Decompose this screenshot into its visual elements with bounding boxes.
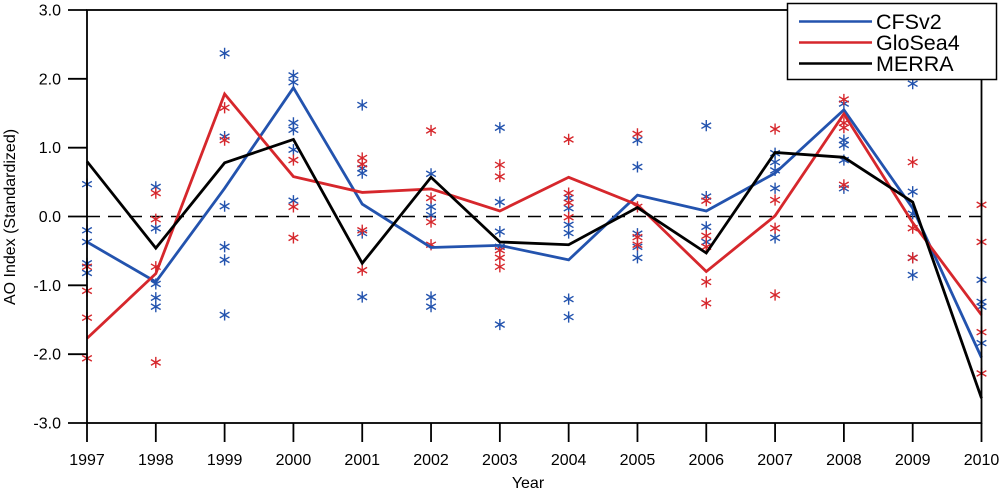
asterisk-marker [632, 252, 643, 264]
y-axis-title: AO Index (Standardized) [2, 129, 19, 305]
x-tick-label: 2008 [826, 452, 862, 469]
x-tick-label: 2005 [620, 452, 656, 469]
asterisk-marker [288, 124, 299, 136]
x-tick-label: 2009 [895, 452, 931, 469]
asterisk-marker [150, 356, 162, 369]
asterisk-marker [907, 269, 918, 281]
asterisk-marker [632, 239, 643, 251]
legend-label-glosea4: GloSea4 [876, 31, 960, 55]
asterisk-marker [494, 196, 506, 208]
asterisk-marker [632, 161, 643, 173]
asterisk-marker [563, 311, 574, 323]
asterisk-marker [838, 139, 850, 151]
asterisk-marker [769, 289, 781, 301]
asterisk-marker [701, 276, 712, 288]
asterisk-marker [494, 159, 506, 171]
asterisk-marker [563, 227, 574, 239]
asterisk-marker [219, 134, 230, 146]
x-tick-label: 2004 [551, 452, 587, 469]
y-tick-label: 1.0 [39, 140, 61, 157]
asterisk-marker [701, 120, 712, 132]
x-tick-label: 2006 [688, 452, 724, 469]
y-tick-label: 2.0 [39, 71, 61, 88]
asterisk-marker [907, 156, 918, 168]
asterisk-marker [357, 264, 368, 276]
glosea4-ensemble-members [81, 93, 987, 380]
asterisk-marker [838, 179, 850, 191]
plot-box [86, 9, 983, 424]
asterisk-marker [563, 293, 574, 305]
asterisk-marker [494, 318, 506, 331]
x-tick-label: 1997 [69, 452, 105, 469]
asterisk-marker [219, 254, 230, 266]
x-tick-label: 2010 [964, 452, 1000, 469]
y-tick-label: -3.0 [33, 416, 61, 433]
y-tick-label: 0.0 [39, 209, 61, 226]
asterisk-marker [907, 186, 918, 198]
legend-label-merra: MERRA [876, 52, 954, 76]
asterisk-marker [219, 241, 230, 253]
x-tick-label: 2000 [276, 452, 312, 469]
x-tick-label: 2001 [344, 452, 380, 469]
y-tick-label: -2.0 [33, 347, 61, 364]
asterisk-marker [219, 47, 230, 59]
asterisk-marker [838, 93, 850, 106]
asterisk-marker [563, 133, 574, 146]
x-tick-label: 1998 [138, 452, 174, 469]
asterisk-marker [701, 230, 712, 242]
x-tick-label: 1999 [207, 452, 243, 469]
x-tick-label: 2003 [482, 452, 518, 469]
asterisk-marker [907, 252, 918, 264]
asterisk-marker [425, 291, 437, 303]
asterisk-marker [563, 187, 574, 199]
asterisk-marker [838, 122, 850, 134]
x-tick-label: 2007 [757, 452, 793, 469]
asterisk-marker [701, 195, 712, 207]
chart-generated-content: 3.0 2.0 1.0 0.0 -1.0 -2.0 -3.0 1997 1998 1999 2000… [33, 3, 999, 470]
series-line-merra [85, 137, 983, 399]
asterisk-marker [219, 200, 230, 212]
asterisk-marker [494, 170, 506, 183]
series-line-glosea4 [86, 91, 983, 340]
y-tick-label: 3.0 [39, 3, 61, 20]
x-axis: 1997 1998 1999 2000 2001 2002 2003 2004 2005 2006… [69, 423, 999, 469]
asterisk-marker [425, 124, 437, 137]
series-line-cfsv2 [86, 85, 983, 359]
legend-label-cfsv2: CFSv2 [876, 10, 942, 34]
asterisk-marker [769, 123, 781, 135]
asterisk-marker [563, 197, 574, 209]
asterisk-marker [769, 222, 781, 234]
y-tick-label: -1.0 [33, 278, 61, 295]
asterisk-marker [150, 301, 162, 313]
asterisk-marker [219, 309, 230, 321]
asterisk-marker [494, 122, 506, 134]
asterisk-marker [150, 187, 162, 199]
asterisk-marker [425, 301, 437, 313]
asterisk-marker [150, 213, 162, 225]
asterisk-marker [288, 232, 299, 244]
asterisk-marker [425, 216, 437, 228]
asterisk-marker [769, 194, 781, 206]
asterisk-marker [288, 201, 299, 213]
asterisk-marker [357, 158, 368, 170]
y-axis: 3.0 2.0 1.0 0.0 -1.0 -2.0 -3.0 [33, 3, 87, 433]
asterisk-marker [425, 192, 437, 204]
asterisk-marker [632, 128, 643, 140]
asterisk-marker [357, 99, 368, 111]
asterisk-marker [563, 211, 574, 223]
asterisk-marker [769, 182, 781, 194]
x-tick-label: 2002 [413, 452, 449, 469]
asterisk-marker [357, 291, 368, 303]
asterisk-marker [494, 261, 506, 273]
x-axis-title: Year [512, 475, 545, 492]
asterisk-marker [769, 232, 781, 244]
asterisk-marker [701, 297, 712, 309]
asterisk-marker [288, 154, 299, 166]
asterisk-marker [357, 224, 368, 236]
asterisk-marker [494, 226, 506, 238]
